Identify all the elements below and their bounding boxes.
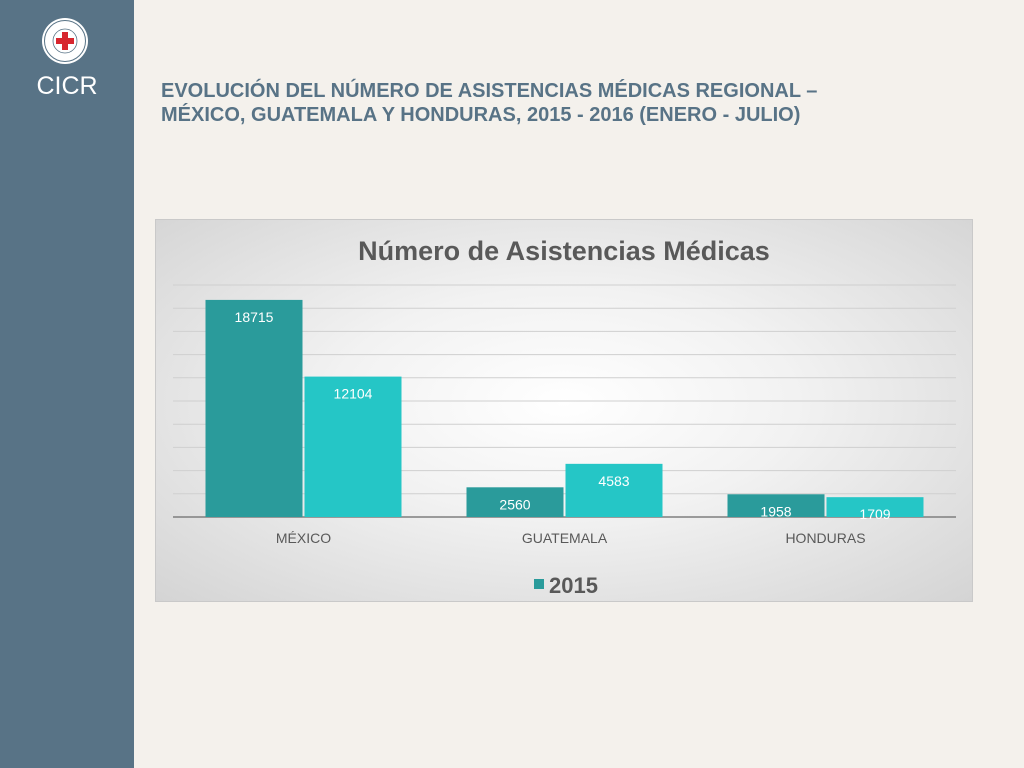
data-label: 1709 (859, 506, 890, 522)
legend-label: 2015 (549, 573, 598, 598)
bar-series-1 (727, 494, 825, 517)
data-label: 12104 (334, 386, 373, 402)
bar-series-2 (304, 376, 402, 517)
x-tick-label: HONDURAS (785, 530, 865, 546)
data-label: 1958 (760, 503, 791, 519)
bar-chart: Número de Asistencias Médicas 18715 12104 M… (173, 236, 956, 598)
x-tick-label: GUATEMALA (522, 530, 608, 546)
bar-series-1 (205, 299, 303, 517)
slide-title-line-1: EVOLUCIÓN DEL NÚMERO DE ASISTENCIAS MÉDI… (161, 80, 818, 102)
data-label: 4583 (598, 473, 629, 489)
bar-series-2 (565, 463, 663, 517)
slide-title: EVOLUCIÓN DEL NÚMERO DE ASISTENCIAS MÉDI… (161, 79, 961, 127)
bar-series-1 (466, 487, 564, 517)
data-label: 18715 (235, 309, 274, 325)
brand-name: CICR (36, 72, 98, 100)
data-label: 2560 (499, 496, 530, 512)
chart-title: Número de Asistencias Médicas (358, 236, 770, 266)
chart-panel: Número de Asistencias Médicas 18715 12104 M… (155, 219, 973, 602)
bar-series-2 (826, 497, 924, 517)
x-tick-label: MÉXICO (276, 530, 331, 546)
legend-swatch (534, 579, 544, 589)
icrc-logo-icon (42, 18, 88, 64)
sidebar: CICR (0, 0, 134, 768)
slide-title-line-2: MÉXICO, GUATEMALA Y HONDURAS, 2015 - 201… (161, 104, 801, 126)
